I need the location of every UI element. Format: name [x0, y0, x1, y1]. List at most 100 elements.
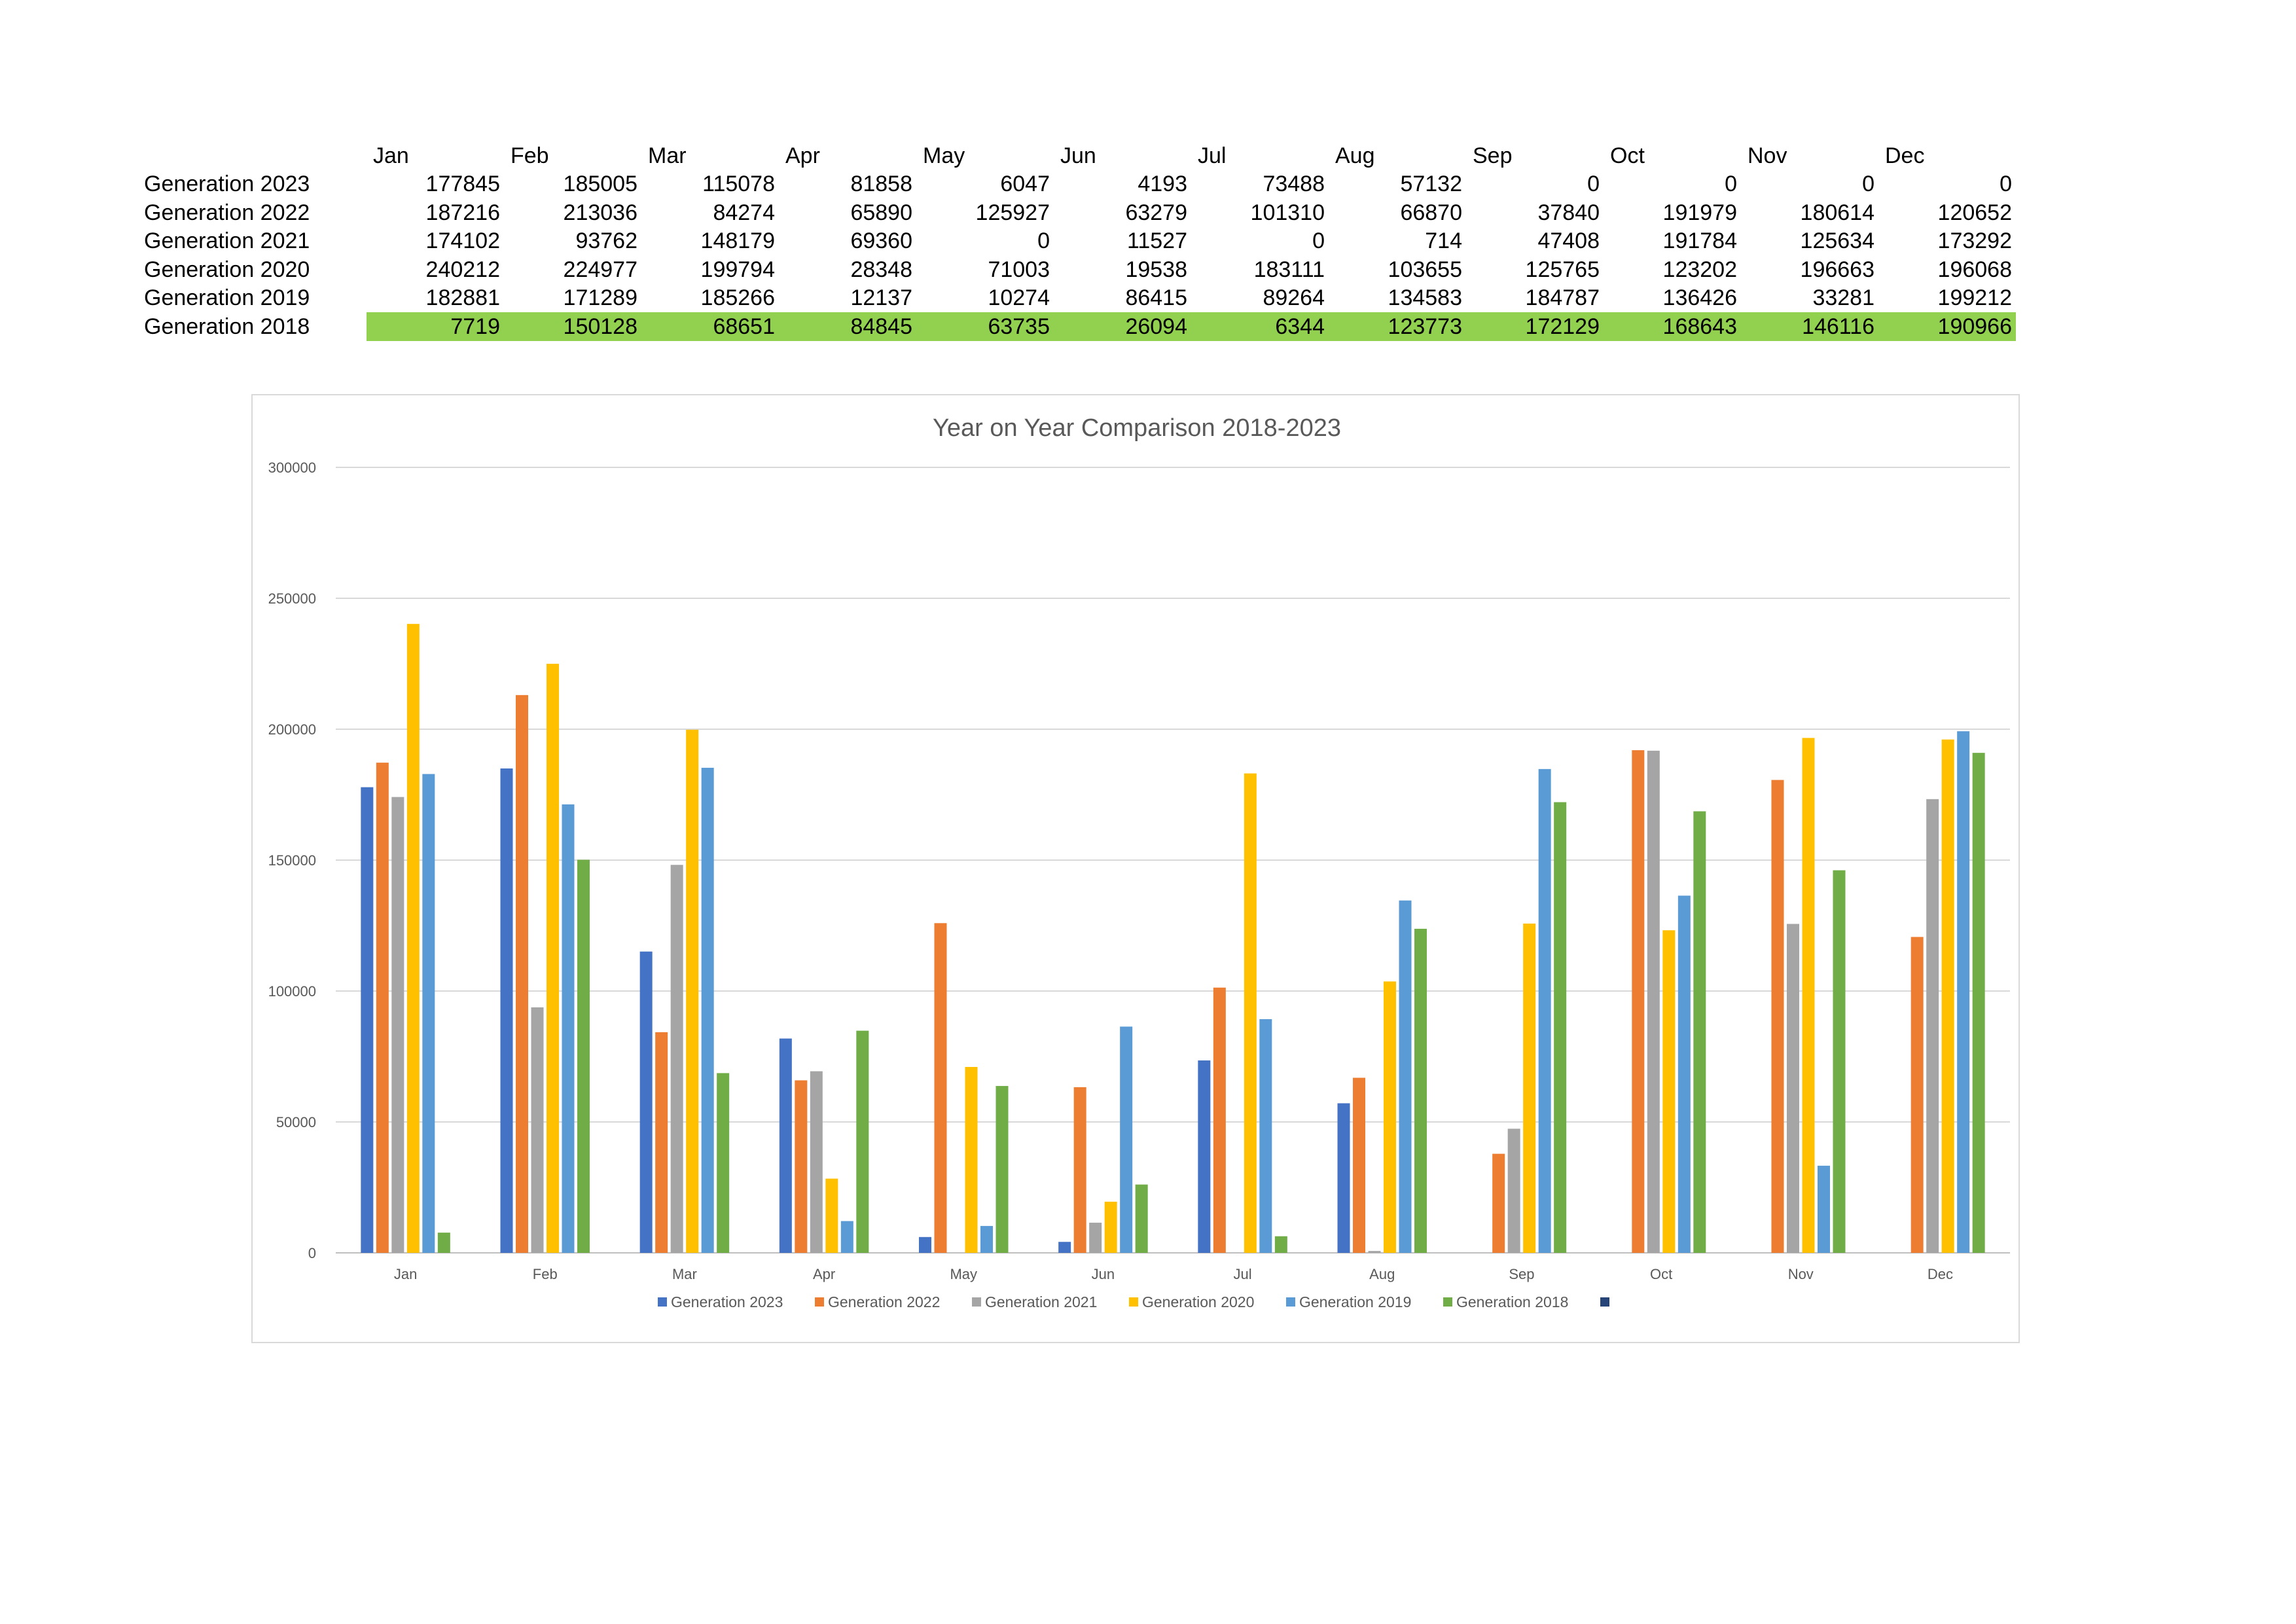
- table-cell: 714: [1425, 228, 1462, 254]
- bar-generation-2020: [1384, 981, 1396, 1253]
- table-cell: 148179: [700, 228, 775, 254]
- legend-swatch: [1129, 1297, 1138, 1307]
- table-cell: 240212: [425, 257, 500, 282]
- bar-generation-2018: [1554, 802, 1567, 1253]
- bar-generation-2019: [1120, 1026, 1133, 1253]
- table-cell: 73488: [1263, 171, 1325, 197]
- bar-generation-2020: [686, 729, 699, 1253]
- y-tick-label: 300000: [268, 460, 316, 476]
- table-cell: 19538: [1125, 257, 1187, 282]
- table-row: Generation 2023 177845 185005 115078 81858 60…: [131, 170, 2016, 199]
- bar-generation-2018: [1274, 1236, 1287, 1253]
- table-row-label: Generation 2020: [144, 257, 310, 282]
- x-tick-label: Jul: [1234, 1266, 1252, 1282]
- bar-generation-2022: [376, 763, 389, 1253]
- y-tick-label: 0: [308, 1245, 316, 1261]
- table-cell: 12137: [850, 285, 912, 311]
- bar-generation-2020: [1523, 923, 1536, 1253]
- table-month-header: Sep: [1473, 143, 1513, 168]
- table-cell: 180614: [1800, 200, 1874, 225]
- bar-generation-2018: [717, 1073, 730, 1253]
- chart-title: Year on Year Comparison 2018-2023: [933, 414, 1341, 442]
- table-month-header: Jun: [1060, 143, 1096, 168]
- table-cell: 199212: [1937, 285, 2012, 311]
- bar-generation-2018: [1414, 928, 1427, 1253]
- bar-generation-2019: [422, 774, 435, 1253]
- table-cell: 224977: [563, 257, 637, 282]
- table-cell: 213036: [563, 200, 637, 225]
- table-cell: 183111: [1253, 257, 1325, 282]
- bar-generation-2021: [1507, 1128, 1520, 1253]
- bar-generation-2021: [1647, 750, 1660, 1253]
- table-month-header: Apr: [785, 143, 820, 168]
- table-month-header: Jul: [1198, 143, 1227, 168]
- table-row: Generation 2022 187216 213036 84274 65890 125…: [131, 198, 2016, 227]
- table-cell: 10274: [988, 285, 1050, 311]
- bar-generation-2018: [1693, 811, 1706, 1253]
- bar-generation-2021: [1368, 1251, 1381, 1253]
- bar-generation-2020: [547, 664, 559, 1253]
- table-cell: 115078: [702, 171, 775, 197]
- table-row-label: Generation 2022: [144, 200, 310, 225]
- table-cell: 190966: [1878, 312, 2016, 341]
- bar-generation-2020: [406, 624, 420, 1253]
- bar-generation-2022: [1073, 1087, 1086, 1253]
- bar-generation-2022: [1492, 1153, 1505, 1253]
- bar-generation-2022: [1632, 750, 1645, 1253]
- table-cell: 0: [1037, 228, 1050, 254]
- bar-generation-2018: [1833, 870, 1846, 1253]
- x-tick-label: Apr: [813, 1266, 835, 1282]
- table-row-label: Generation 2019: [144, 285, 310, 311]
- bar-generation-2022: [1771, 780, 1784, 1253]
- bar-generation-2022: [516, 695, 528, 1253]
- bar-generation-2019: [840, 1221, 853, 1253]
- legend-swatch: [658, 1297, 667, 1307]
- table-cell: 65890: [850, 200, 912, 225]
- table-cell: 37840: [1537, 200, 1600, 225]
- bar-generation-2021: [810, 1071, 823, 1253]
- y-tick-label: 200000: [268, 721, 316, 738]
- table-row-label: Generation 2023: [144, 171, 310, 197]
- table-cell: 191784: [1662, 228, 1737, 254]
- bar-generation-2021: [1787, 924, 1799, 1253]
- table-cell: 33281: [1812, 285, 1874, 311]
- table-cell: 196068: [1937, 257, 2012, 282]
- table-cell: 174102: [425, 228, 500, 254]
- table-row: Generation 2018 7719 150128 68651 84845 63735…: [131, 312, 2016, 341]
- bar-generation-2018: [996, 1086, 1009, 1253]
- table-month-header: Jan: [373, 143, 409, 168]
- table-cell: 7719: [367, 312, 504, 341]
- table-cell: 134583: [1388, 285, 1462, 311]
- table-cell: 146116: [1741, 312, 1878, 341]
- legend-label: Generation 2022: [828, 1293, 940, 1310]
- table-cell: 185266: [700, 285, 775, 311]
- table-row: Generation 2019 182881 171289 185266 12137 10…: [131, 284, 2016, 313]
- table-cell: 125765: [1525, 257, 1600, 282]
- y-tick-label: 100000: [268, 983, 316, 1000]
- bar-generation-2019: [1818, 1165, 1830, 1253]
- x-tick-label: Mar: [672, 1266, 697, 1282]
- bar-generation-2020: [1104, 1201, 1117, 1253]
- table-cell: 172129: [1466, 312, 1604, 341]
- table-month-header: Feb: [511, 143, 549, 168]
- bar-generation-2023: [1058, 1242, 1071, 1253]
- bar-generation-2018: [437, 1233, 450, 1253]
- legend-swatch: [1443, 1297, 1452, 1307]
- bar-generation-2019: [1259, 1019, 1272, 1253]
- table-row-label: Generation 2021: [144, 228, 310, 254]
- bar-generation-2023: [500, 768, 513, 1253]
- bar-generation-2022: [795, 1080, 808, 1253]
- bar-generation-2023: [361, 787, 374, 1253]
- table-cell: 125927: [975, 200, 1050, 225]
- table-cell: 57132: [1400, 171, 1462, 197]
- y-tick-label: 50000: [276, 1114, 316, 1130]
- legend-label: Generation 2019: [1299, 1293, 1411, 1310]
- legend-label: Generation 2020: [1142, 1293, 1254, 1310]
- bar-generation-2021: [531, 1007, 544, 1253]
- table-cell: 84274: [713, 200, 775, 225]
- table-cell: 185005: [563, 171, 637, 197]
- legend-swatch: [972, 1297, 981, 1307]
- bar-generation-2023: [1337, 1103, 1350, 1253]
- x-tick-label: Feb: [533, 1266, 558, 1282]
- table-cell: 125634: [1800, 228, 1874, 254]
